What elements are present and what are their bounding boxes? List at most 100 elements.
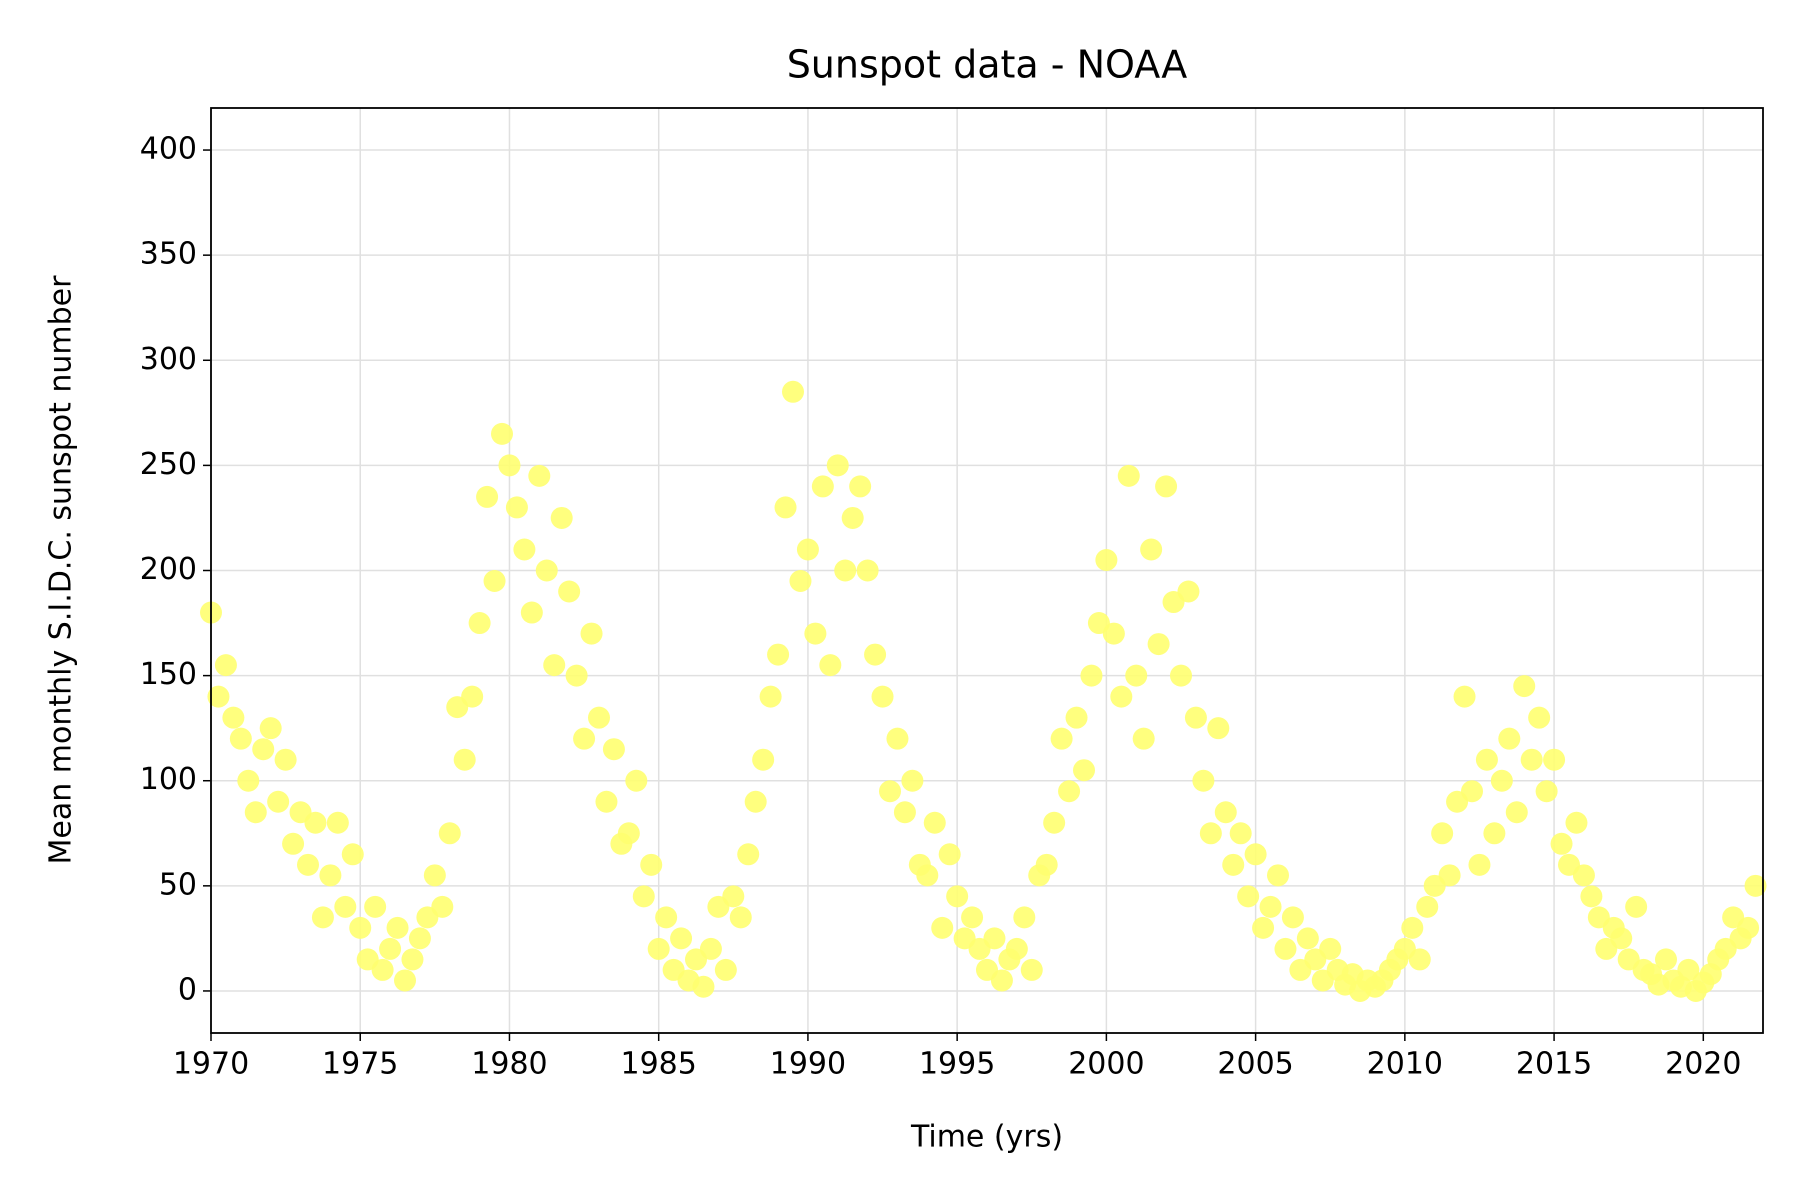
point xyxy=(476,485,499,508)
point xyxy=(505,496,528,519)
point xyxy=(438,822,461,845)
point xyxy=(1192,769,1215,792)
point xyxy=(1416,895,1439,918)
point xyxy=(1065,706,1088,729)
chart-title: Sunspot data - NOAA xyxy=(787,43,1188,87)
point xyxy=(1110,685,1133,708)
point xyxy=(1170,664,1192,687)
point xyxy=(1438,864,1461,887)
point xyxy=(834,559,857,582)
point xyxy=(1020,958,1043,981)
point xyxy=(1184,706,1207,729)
point xyxy=(632,885,655,908)
point xyxy=(498,454,521,477)
point xyxy=(1043,811,1066,834)
point xyxy=(841,506,864,529)
y-tick-label: 300 xyxy=(140,342,197,377)
point xyxy=(1080,664,1103,687)
y-tick-label: 50 xyxy=(159,867,197,902)
point xyxy=(543,654,566,677)
point xyxy=(468,612,491,635)
point xyxy=(1490,769,1513,792)
point xyxy=(1035,853,1058,876)
point xyxy=(849,475,872,498)
point xyxy=(1319,937,1342,960)
point xyxy=(789,570,812,593)
point xyxy=(864,643,887,666)
point xyxy=(535,559,558,582)
x-tick-label: 2005 xyxy=(1217,1047,1293,1082)
x-tick-label: 2015 xyxy=(1516,1047,1592,1082)
point xyxy=(1274,937,1297,960)
point xyxy=(1572,864,1595,887)
point xyxy=(796,538,819,561)
point xyxy=(767,643,790,666)
point xyxy=(670,927,693,950)
point xyxy=(394,969,416,992)
point xyxy=(931,916,954,939)
x-tick-label: 1970 xyxy=(173,1047,249,1082)
point xyxy=(983,927,1006,950)
point xyxy=(871,685,894,708)
point xyxy=(1513,675,1536,698)
point xyxy=(588,706,610,729)
point xyxy=(252,738,275,761)
y-tick-label: 100 xyxy=(140,762,197,797)
point xyxy=(819,654,842,677)
point xyxy=(916,864,939,887)
point xyxy=(722,885,745,908)
point xyxy=(617,822,640,845)
point xyxy=(1453,685,1476,708)
point xyxy=(782,380,804,403)
point xyxy=(207,685,230,708)
point xyxy=(349,916,372,939)
x-tick-label: 1975 xyxy=(322,1047,398,1082)
point xyxy=(1677,958,1700,981)
point xyxy=(1222,853,1245,876)
point xyxy=(901,769,924,792)
point xyxy=(1535,780,1558,803)
point xyxy=(558,580,581,603)
point xyxy=(513,538,536,561)
point xyxy=(1259,895,1282,918)
point xyxy=(1475,748,1498,771)
point xyxy=(1528,706,1551,729)
point xyxy=(804,622,827,645)
point xyxy=(379,937,402,960)
point xyxy=(737,843,760,866)
point xyxy=(1229,822,1252,845)
point xyxy=(565,664,588,687)
point xyxy=(408,927,431,950)
point xyxy=(1625,895,1648,918)
point xyxy=(1058,780,1081,803)
point xyxy=(244,801,267,824)
point xyxy=(1132,727,1155,750)
x-tick-label: 1990 xyxy=(770,1047,846,1082)
x-tick-label: 1985 xyxy=(621,1047,697,1082)
point xyxy=(1505,801,1528,824)
point xyxy=(692,975,715,998)
point xyxy=(453,748,476,771)
point xyxy=(483,570,506,593)
point xyxy=(1498,727,1521,750)
point xyxy=(879,780,901,803)
point xyxy=(1461,780,1483,803)
point xyxy=(1431,822,1454,845)
point xyxy=(1550,832,1573,855)
point xyxy=(1237,885,1260,908)
point xyxy=(334,895,357,918)
point xyxy=(1050,727,1073,750)
point xyxy=(655,906,678,929)
point xyxy=(1117,464,1140,487)
point xyxy=(1744,874,1767,897)
point xyxy=(1296,927,1319,950)
point xyxy=(1520,748,1543,771)
point xyxy=(1401,916,1424,939)
point xyxy=(319,864,342,887)
point xyxy=(1005,937,1028,960)
point xyxy=(886,727,909,750)
point xyxy=(311,906,334,929)
y-axis-label: Mean monthly S.I.D.C. sunspot number xyxy=(44,275,79,865)
point xyxy=(297,853,319,876)
